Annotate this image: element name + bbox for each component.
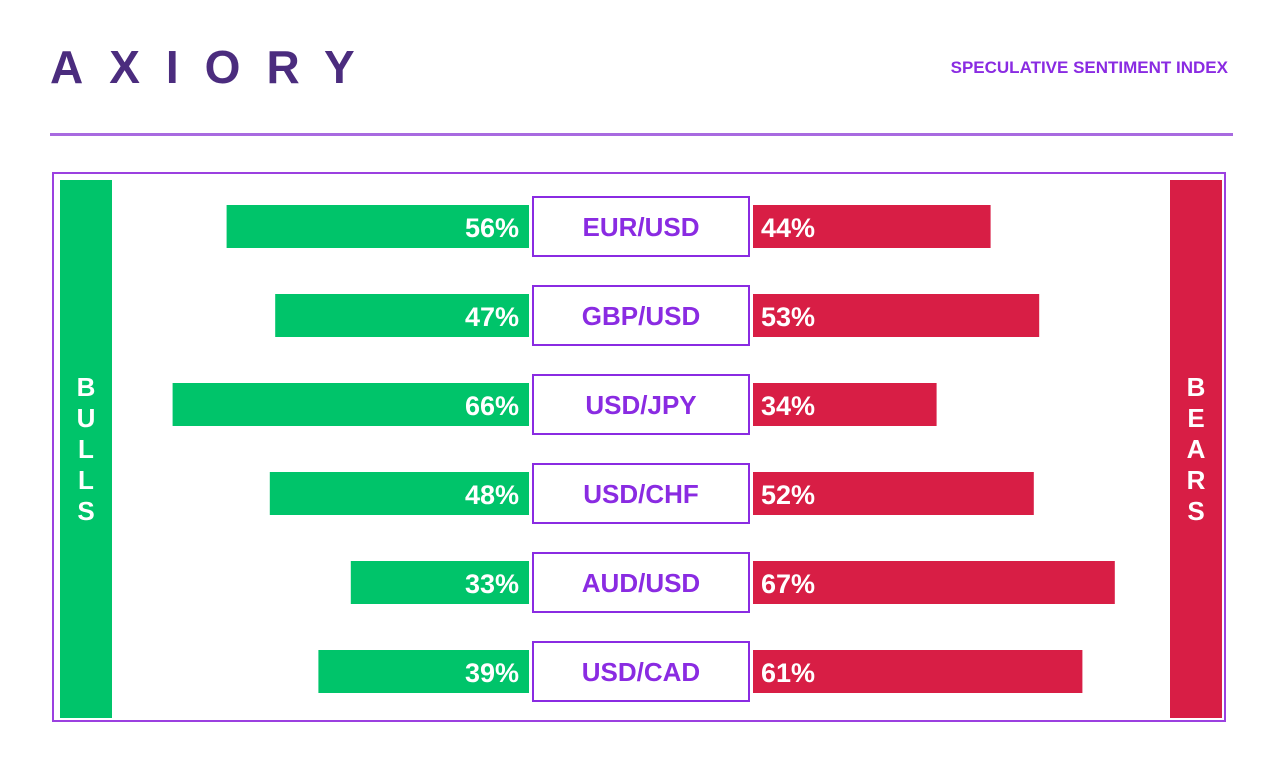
bear-value-label: 67%	[761, 569, 815, 599]
bear-bar	[753, 650, 1083, 693]
bull-value-label: 33%	[465, 569, 519, 599]
bull-value-label: 39%	[465, 658, 519, 688]
side-label-letter: L	[78, 433, 94, 464]
pair-label: AUD/USD	[582, 568, 700, 598]
side-label-letter: L	[78, 464, 94, 495]
side-label-letter: B	[76, 371, 96, 402]
side-label-letter: B	[1186, 371, 1206, 402]
pair-label: USD/CHF	[583, 479, 699, 509]
bull-bar	[226, 205, 529, 248]
bear-value-label: 61%	[761, 658, 815, 688]
bear-value-label: 52%	[761, 480, 815, 510]
side-label-letter: U	[76, 402, 96, 433]
page-title: SPECULATIVE SENTIMENT INDEX	[950, 58, 1228, 77]
bull-value-label: 56%	[465, 213, 519, 243]
pair-box	[532, 641, 750, 702]
pair-label: USD/CAD	[582, 657, 700, 687]
side-label-letter: S	[77, 495, 95, 526]
bull-bar	[318, 650, 529, 693]
bear-bar	[753, 383, 937, 426]
bull-value-label: 47%	[465, 302, 519, 332]
pair-box	[532, 196, 750, 257]
bull-bar	[269, 472, 529, 515]
side-label-letter: S	[1187, 495, 1205, 526]
bull-value-label: 66%	[465, 391, 519, 421]
pair-box	[532, 374, 750, 435]
bear-value-label: 44%	[761, 213, 815, 243]
pair-label: EUR/USD	[582, 212, 699, 242]
header-divider	[50, 133, 1233, 136]
bull-bar	[275, 294, 529, 337]
bear-bar	[753, 561, 1115, 604]
side-label-letter: E	[1187, 402, 1205, 433]
pair-box	[532, 285, 750, 346]
side-label-letter: A	[1186, 433, 1206, 464]
bear-bar	[753, 294, 1040, 337]
pair-label: GBP/USD	[582, 301, 700, 331]
bear-bar	[753, 205, 991, 248]
bull-bar	[350, 561, 529, 604]
bull-value-label: 48%	[465, 480, 519, 510]
chart-frame	[52, 172, 1226, 722]
bull-bar	[172, 383, 529, 426]
side-label-letter: R	[1186, 464, 1206, 495]
axiory-logo: AXIORY	[50, 41, 381, 93]
bear-value-label: 34%	[761, 391, 815, 421]
pair-label: USD/JPY	[585, 390, 696, 420]
pair-box	[532, 552, 750, 613]
pair-box	[532, 463, 750, 524]
bear-value-label: 53%	[761, 302, 815, 332]
bear-bar	[753, 472, 1034, 515]
